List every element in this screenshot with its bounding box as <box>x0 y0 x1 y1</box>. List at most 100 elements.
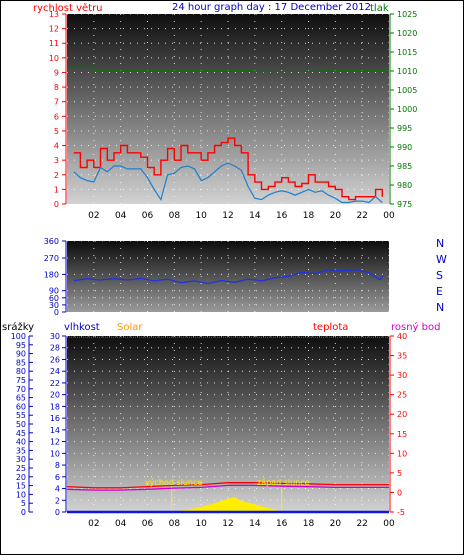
solar-axis-label: Solar <box>117 322 143 333</box>
wind-tick-label: 1 <box>54 185 59 194</box>
sunset-label: západ slunce <box>257 478 310 487</box>
rain-tick-label: 95 <box>16 341 26 350</box>
compass-letter-n: N <box>436 237 444 250</box>
humidity-tick-label: 8 <box>55 461 60 470</box>
wind-tick-label: 9 <box>54 68 59 77</box>
wind-tick-label: 5 <box>54 127 59 136</box>
direction-tick-label: 0 <box>54 308 59 317</box>
sunrise-label: východ slunce <box>145 478 202 487</box>
humidity-tick-label: 20 <box>50 391 60 400</box>
temperature-tick-label: 5 <box>397 469 402 478</box>
humidity-tick-label: 14 <box>50 426 60 435</box>
x-tick-label: 16 <box>276 519 288 529</box>
temperature-tick-label: 25 <box>397 391 407 400</box>
rain-tick-label: 5 <box>21 499 26 508</box>
x-tick-label: 12 <box>222 211 233 221</box>
x-tick-label: 20 <box>330 211 342 221</box>
pressure-tick-label: 1010 <box>397 67 417 76</box>
wind-speed-line <box>73 137 383 201</box>
direction-tick-label: 30 <box>49 301 59 310</box>
x-tick-label: 10 <box>195 519 207 529</box>
x-tick-label: 06 <box>142 211 154 221</box>
pressure-tick-label: 975 <box>397 200 412 209</box>
wind-tick-label: 3 <box>54 156 59 165</box>
pressure-line <box>67 66 389 73</box>
temperature-tick-label: 30 <box>397 371 407 380</box>
x-tick-label: 04 <box>115 519 127 529</box>
dewpoint-line <box>66 484 389 491</box>
wind-tick-label: 13 <box>49 10 59 19</box>
rain-tick-label: 35 <box>16 446 26 455</box>
x-tick-label: 02 <box>88 519 99 529</box>
rain-tick-label: 70 <box>16 385 26 394</box>
wind-axis-label: rychlost větru <box>33 2 103 14</box>
pressure-tick-label: 1015 <box>397 48 417 57</box>
x-tick-label: 22 <box>356 211 367 221</box>
x-tick-label: 00 <box>383 519 395 529</box>
x-tick-label: 14 <box>249 211 261 221</box>
temperature-tick-label: 0 <box>397 488 402 497</box>
wind-tick-label: 11 <box>49 39 59 48</box>
x-tick-label: 18 <box>303 211 315 221</box>
wind-tick-label: 0 <box>54 200 59 209</box>
rain-tick-label: 0 <box>21 508 26 517</box>
rain-tick-label: 85 <box>16 358 26 367</box>
direction-tick-label: 60 <box>49 294 59 303</box>
wind-tick-label: 12 <box>49 25 59 34</box>
pressure-tick-label: 1005 <box>397 86 417 95</box>
x-tick-label: 00 <box>383 211 395 221</box>
pressure-tick-label: 1020 <box>397 29 417 38</box>
direction-tick-label: 360 <box>44 237 59 246</box>
wind-tick-label: 10 <box>49 54 59 63</box>
x-tick-label: 06 <box>142 519 154 529</box>
wind-tick-label: 6 <box>54 112 59 121</box>
x-tick-label: 08 <box>169 211 181 221</box>
temperature-tick-label: 10 <box>397 449 407 458</box>
wind-average-line <box>73 162 383 204</box>
wind-plot-area <box>67 14 389 204</box>
direction-tick-label: 180 <box>44 270 59 279</box>
pressure-tick-label: 1000 <box>397 105 417 114</box>
x-tick-label: 16 <box>276 211 288 221</box>
x-tick-label: 08 <box>169 519 181 529</box>
humidity-tick-label: 6 <box>55 473 60 482</box>
x-tick-label: 14 <box>249 519 261 529</box>
humidity-tick-label: 24 <box>50 367 60 376</box>
rain-tick-label: 60 <box>16 402 26 411</box>
dewpoint-axis-label: rosný bod <box>391 321 440 333</box>
temperature-tick-label: 20 <box>397 410 407 419</box>
temperature-axis-label: teplota <box>313 322 348 333</box>
x-tick-label: 04 <box>115 211 127 221</box>
rain-tick-label: 30 <box>16 455 26 464</box>
humidity-tick-label: 12 <box>50 438 60 447</box>
chart-title: 24 hour graph day : 17 December 2012 <box>172 2 371 13</box>
humidity-tick-label: 30 <box>50 332 60 341</box>
x-tick-label: 22 <box>356 519 367 529</box>
temperature-tick-label: 35 <box>397 352 407 361</box>
pressure-axis-label: tlak <box>370 3 389 14</box>
humidity-tick-label: 28 <box>50 344 60 353</box>
rain-tick-label: 50 <box>16 420 26 429</box>
humidity-tick-label: 4 <box>55 485 60 494</box>
wind-direction-line <box>73 269 385 285</box>
rain-tick-label: 75 <box>16 376 26 385</box>
x-tick-label: 18 <box>303 519 315 529</box>
compass-letter-s: S <box>436 269 443 282</box>
humidity-tick-label: 22 <box>50 379 60 388</box>
temperature-tick-label: 15 <box>397 430 407 439</box>
rain-tick-label: 90 <box>16 350 26 359</box>
rain-tick-label: 15 <box>16 482 26 491</box>
rain-tick-label: 25 <box>16 464 26 473</box>
humidity-tick-label: 16 <box>50 414 60 423</box>
x-tick-label: 02 <box>88 211 99 221</box>
pressure-tick-label: 985 <box>397 162 412 171</box>
compass-letter-w: W <box>436 253 447 266</box>
wind-tick-label: 4 <box>54 142 59 151</box>
pressure-tick-label: 1025 <box>397 10 417 19</box>
humidity-tick-label: 0 <box>55 508 60 517</box>
rain-tick-label: 55 <box>16 411 26 420</box>
rain-tick-label: 65 <box>16 394 26 403</box>
wind-tick-label: 7 <box>54 98 59 107</box>
x-tick-label: 12 <box>222 519 233 529</box>
